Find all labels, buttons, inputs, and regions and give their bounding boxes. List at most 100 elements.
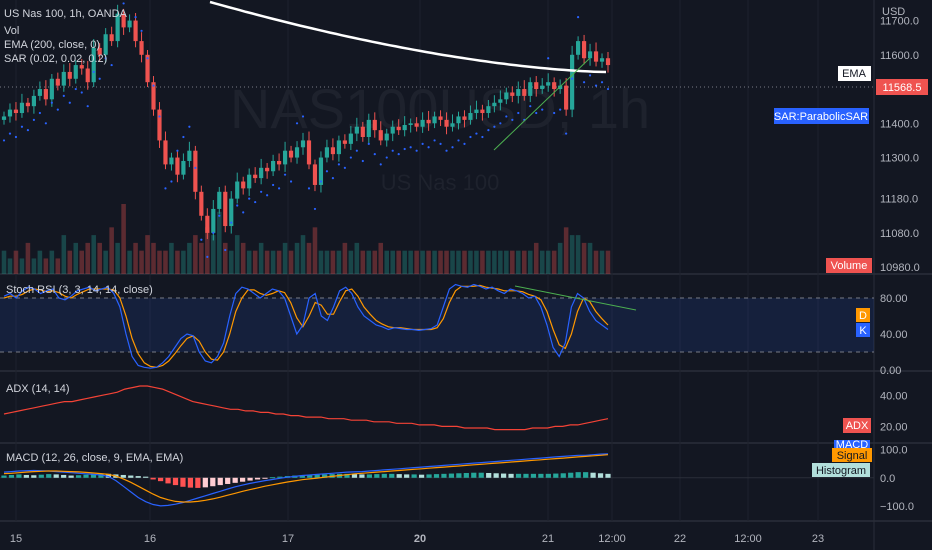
candle-body xyxy=(480,109,485,114)
candle-body xyxy=(396,126,401,131)
volume-bar xyxy=(408,250,413,274)
candle-body xyxy=(175,157,180,175)
histogram-bar xyxy=(471,472,477,478)
volume-bar xyxy=(366,250,372,274)
candle-body xyxy=(133,20,138,42)
sar-dot xyxy=(576,16,580,19)
candle-body xyxy=(510,92,515,96)
volume-bar xyxy=(133,242,138,274)
histogram-bar xyxy=(359,474,365,478)
time-tick-label: 12:00 xyxy=(598,533,626,545)
candle-body xyxy=(534,82,539,90)
sar-dot xyxy=(182,135,185,139)
macd-line xyxy=(3,453,609,507)
price-badge: 11568.5 xyxy=(876,79,928,95)
histogram-bar xyxy=(254,477,261,480)
volume-bar xyxy=(468,250,473,274)
candle-body xyxy=(372,119,377,131)
histogram-bar xyxy=(560,473,566,478)
stoch-d-badge: D xyxy=(856,308,870,322)
volume-bar xyxy=(115,242,120,274)
stoch-k-line xyxy=(3,283,609,369)
histogram-bar xyxy=(381,473,387,478)
macd-pane xyxy=(0,453,874,507)
candle-body xyxy=(462,116,467,120)
histogram-bar xyxy=(530,473,537,478)
sar-dot xyxy=(98,77,101,80)
candle-body xyxy=(13,109,19,114)
volume-bar xyxy=(67,250,73,274)
volume-bar xyxy=(181,250,186,274)
histogram-bar xyxy=(232,477,238,483)
histogram-bar xyxy=(568,472,574,478)
volume-bar xyxy=(504,250,509,274)
signal-badge-text: Signal xyxy=(837,450,868,462)
sar-dot xyxy=(236,204,239,207)
sar-dot xyxy=(337,163,340,166)
histogram-bar xyxy=(262,477,268,479)
candle-body xyxy=(432,116,437,124)
histogram-bar xyxy=(150,477,156,480)
histogram-bar xyxy=(441,473,447,478)
volume-bar xyxy=(300,235,306,274)
volume-bar xyxy=(109,227,114,274)
adx-badge-text: ADX xyxy=(846,420,869,432)
sar-dot xyxy=(343,166,346,169)
histogram-bar xyxy=(493,473,499,478)
volume-bar xyxy=(545,250,551,274)
volume-bar xyxy=(444,250,449,274)
sar-dot xyxy=(582,81,586,84)
histogram-bar xyxy=(53,474,59,478)
candle-body xyxy=(193,150,198,192)
time-axis[interactable]: 15 16 17 20 21 12:00 22 12:00 23 xyxy=(10,533,824,545)
histogram-bar xyxy=(269,477,276,479)
sar-legend[interactable]: SAR (0.02, 0.02, 0.2) xyxy=(4,53,107,65)
stoch-rsi-legend[interactable]: Stoch RSI (3, 3, 14, 14, close) xyxy=(6,284,153,296)
sar-dot xyxy=(481,135,484,139)
candle-body xyxy=(444,119,449,127)
volume-bar xyxy=(336,250,342,274)
candle-body xyxy=(605,58,611,66)
histogram-bar xyxy=(538,473,544,478)
histogram-bar xyxy=(38,474,44,478)
stoch-tick-label: 40.00 xyxy=(880,329,908,341)
adx-legend[interactable]: ADX (14, 14) xyxy=(6,383,70,395)
volume-bar xyxy=(157,250,162,274)
volume-bar xyxy=(522,250,527,274)
candle-body xyxy=(558,85,563,90)
volume-bar xyxy=(581,242,587,274)
macd-legend[interactable]: MACD (12, 26, close, 9, EMA, EMA) xyxy=(6,452,183,464)
sar-dot xyxy=(553,111,556,115)
price-tick-label: 10980.0 xyxy=(880,262,920,274)
sar-dot xyxy=(56,108,59,111)
volume-bar xyxy=(587,242,593,274)
histogram-bar xyxy=(351,474,358,478)
sar-dot xyxy=(62,94,65,97)
volume-bar xyxy=(480,250,485,274)
volume-bar xyxy=(61,235,67,274)
sar-dot xyxy=(92,70,95,74)
volume-bar xyxy=(426,250,431,274)
volume-bar xyxy=(145,235,150,274)
sar-badge: SAR:ParabolicSAR xyxy=(774,108,869,124)
candle-body xyxy=(61,71,66,86)
volume-bar xyxy=(462,250,467,274)
trend-lines xyxy=(493,57,637,311)
candle-body xyxy=(570,54,575,110)
ema-legend[interactable]: EMA (200, close, 0) xyxy=(4,39,100,51)
volume-bar xyxy=(151,242,156,274)
volume-bar xyxy=(163,250,168,274)
volume-legend[interactable]: Vol xyxy=(4,25,19,37)
volume-bar xyxy=(324,250,330,274)
histogram-bar xyxy=(16,474,22,478)
sar-dot xyxy=(254,200,257,204)
symbol-title[interactable]: US Nas 100, 1h, OANDA xyxy=(4,8,128,20)
volume-bar xyxy=(276,250,282,274)
sar-dot xyxy=(140,29,143,32)
volume-bar xyxy=(252,250,258,274)
ema-line xyxy=(209,0,607,74)
histogram-bar xyxy=(433,474,440,478)
volume-bar xyxy=(438,250,443,274)
sar-dot xyxy=(212,231,215,234)
